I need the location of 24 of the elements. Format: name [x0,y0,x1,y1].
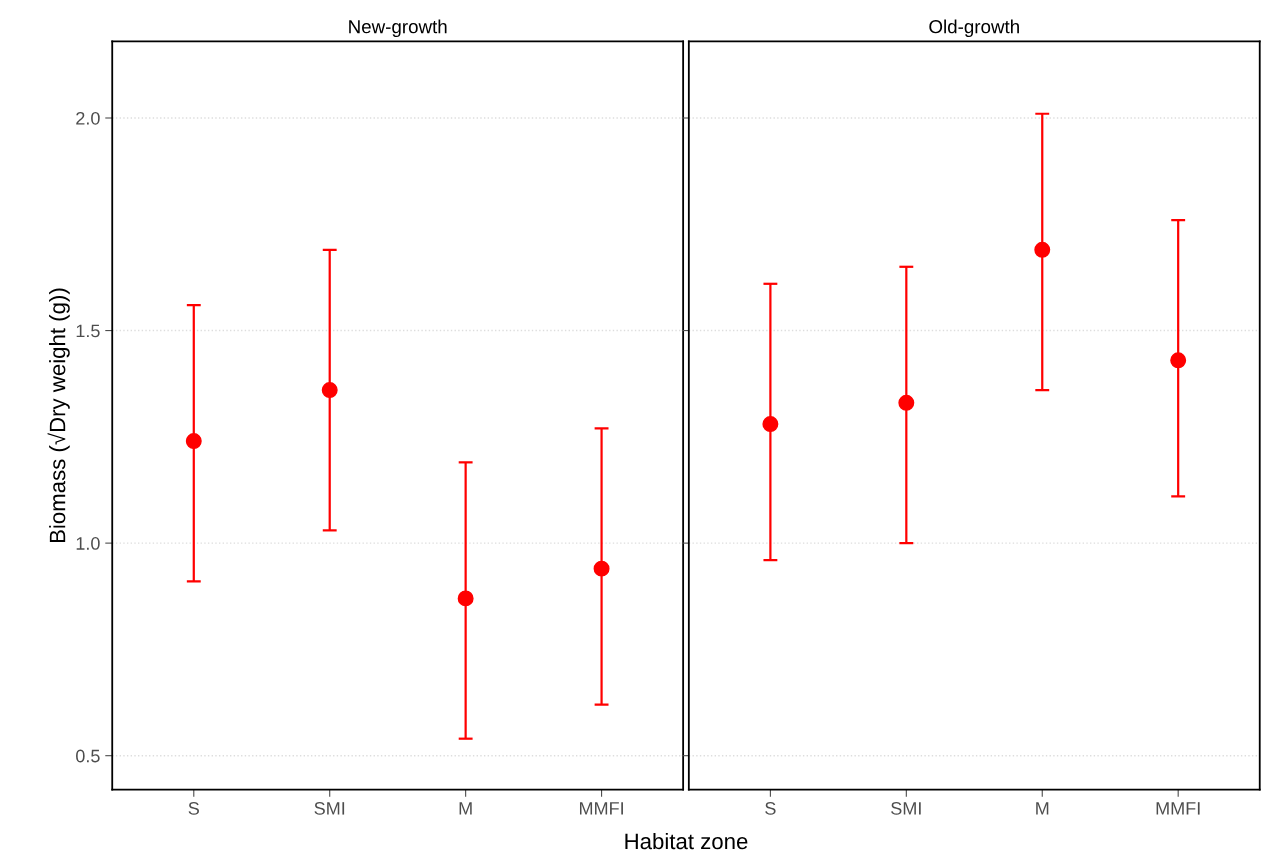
x-tick-label: M [1036,802,1049,815]
y-axis-title: Biomass (√Dry weight (g)) [47,288,70,543]
point [321,382,338,399]
x-tick-label: SMI [314,801,345,815]
point [593,560,610,577]
x-tick-label: MMFI [1156,802,1200,815]
y-tick-label: 0.5 [76,749,100,763]
point [185,433,202,450]
point [1034,241,1051,258]
x-tick-label: S [765,801,776,815]
point [457,590,474,607]
point [1170,352,1187,369]
x-axis-title: Habitat zone [625,832,748,850]
point [898,394,915,411]
x-tick-label: M [459,802,472,815]
chart-title: Old-growth [929,19,1019,38]
y-tick-label: 1.0 [76,537,100,550]
x-tick-label: S [188,801,199,815]
x-tick-label: MMFI [579,802,623,815]
chart-title: New-growth [349,19,447,38]
x-tick-label: SMI [891,801,921,815]
y-tick-label: 2.0 [76,111,100,125]
y-tick-label: 1.5 [76,324,100,338]
point [762,416,779,433]
